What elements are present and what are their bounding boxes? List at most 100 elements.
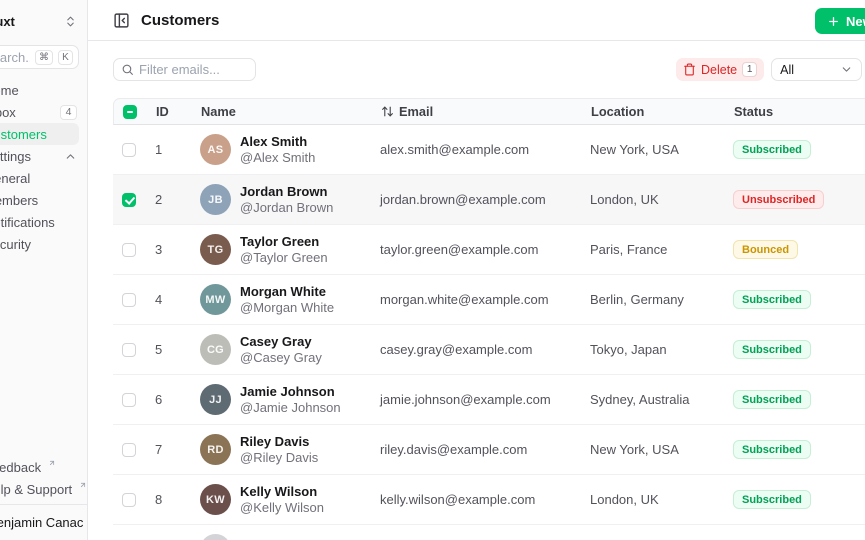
table-header-row: ID Name Email Location Status (113, 98, 865, 125)
customers-table: ID Name Email Location Status 1 AS Alex … (113, 98, 865, 540)
team-selector[interactable]: Nuxt (0, 10, 79, 32)
inbox-count-badge: 4 (60, 104, 77, 120)
sidebar-item-customers[interactable]: Customers (0, 123, 79, 145)
user-menu-button[interactable]: Benjamin Canac (0, 508, 100, 536)
customer-handle: @Jordan Brown (240, 200, 334, 215)
search-icon (121, 63, 134, 76)
row-checkbox[interactable] (122, 242, 136, 257)
column-header-email: Email (399, 104, 434, 119)
table-row[interactable]: 5 CG Casey Gray @Casey Gray casey.gray@e… (113, 325, 865, 375)
column-header-email-sort[interactable]: Email (373, 104, 433, 119)
external-link-icon (79, 481, 87, 489)
sidebar-item-general[interactable]: General (0, 167, 79, 189)
customer-location: London, UK (590, 192, 659, 207)
row-id: 2 (155, 192, 163, 207)
status-filter-value: All (780, 62, 795, 77)
customer-email: alex.smith@example.com (380, 142, 530, 157)
sidebar-item-settings[interactable]: Settings (0, 145, 79, 167)
user-name: Benjamin Canac (0, 514, 84, 530)
status-badge: Subscribed (733, 140, 811, 159)
customer-handle: @Riley Davis (240, 450, 319, 465)
customer-location: Berlin, Germany (590, 292, 684, 307)
row-id: 3 (155, 242, 163, 257)
customer-email: jordan.brown@example.com (380, 192, 546, 207)
sidebar-item-notifications[interactable]: Notifications (0, 211, 79, 233)
panel-left-close-icon[interactable] (113, 11, 131, 29)
customer-handle: @Casey Gray (240, 350, 322, 365)
row-checkbox[interactable] (122, 442, 136, 457)
avatar: CG (200, 334, 231, 365)
sidebar-footer: Feedback Help & Support Benjamin Canac (0, 456, 100, 536)
customer-name: Jamie Johnson (240, 384, 335, 399)
sidebar-item-help-support[interactable]: Help & Support (0, 478, 86, 500)
plus-icon (827, 15, 840, 28)
row-checkbox[interactable] (122, 192, 136, 207)
sidebar-item-label: Inbox (0, 104, 16, 120)
toolbar-actions: Delete 1 All Display (676, 41, 865, 98)
row-checkbox[interactable] (122, 292, 136, 307)
new-customer-button[interactable]: New customer (815, 8, 865, 34)
customer-location: Paris, France (590, 242, 668, 257)
row-checkbox[interactable] (122, 392, 136, 407)
row-checkbox[interactable] (122, 492, 136, 507)
divider (0, 504, 87, 505)
page-header: Customers New customer (88, 0, 865, 41)
column-header-name: Name (201, 104, 236, 119)
trash-icon (683, 63, 696, 76)
table-row[interactable] (113, 525, 865, 540)
customer-email: riley.davis@example.com (380, 442, 528, 457)
status-badge: Subscribed (733, 290, 811, 309)
customer-name: Taylor Green (240, 234, 320, 249)
team-label: Nuxt (0, 13, 15, 29)
table-row[interactable]: 3 TG Taylor Green @Taylor Green taylor.g… (113, 225, 865, 275)
customer-location: Tokyo, Japan (590, 342, 667, 357)
search-input[interactable]: Search... ⌘ K (0, 45, 79, 69)
customer-handle: @Kelly Wilson (240, 500, 324, 515)
status-filter-select[interactable]: All (771, 58, 863, 81)
customer-email: morgan.white@example.com (380, 292, 549, 307)
customer-handle: @Alex Smith (240, 150, 316, 165)
filter-placeholder: Filter emails... (139, 62, 220, 77)
customer-name: Casey Gray (240, 334, 312, 349)
avatar (200, 534, 231, 540)
column-header-status: Status (734, 104, 774, 119)
delete-button[interactable]: Delete 1 (676, 58, 765, 81)
customer-name: Jordan Brown (240, 184, 328, 199)
table-row[interactable]: 2 JB Jordan Brown @Jordan Brown jordan.b… (113, 175, 865, 225)
row-id: 6 (155, 392, 163, 407)
customer-location: London, UK (590, 492, 659, 507)
table-row[interactable]: 1 AS Alex Smith @Alex Smith alex.smith@e… (113, 125, 865, 175)
row-checkbox[interactable] (122, 342, 136, 357)
table-row[interactable]: 4 MW Morgan White @Morgan White morgan.w… (113, 275, 865, 325)
row-id: 1 (155, 142, 163, 157)
filter-emails-input[interactable]: Filter emails... (113, 58, 256, 81)
sidebar-item-label: Settings (0, 148, 31, 164)
table-row[interactable]: 8 KW Kelly Wilson @Kelly Wilson kelly.wi… (113, 475, 865, 525)
row-checkbox[interactable] (122, 142, 136, 157)
customer-handle: @Jamie Johnson (240, 400, 341, 415)
sidebar-item-members[interactable]: Members (0, 189, 79, 211)
sidebar-item-label: Help & Support (0, 481, 73, 497)
sidebar-item-feedback[interactable]: Feedback (0, 456, 79, 478)
sidebar-item-inbox[interactable]: Inbox 4 (0, 101, 79, 123)
sidebar-item-security[interactable]: Security (0, 233, 79, 255)
table-row[interactable]: 7 RD Riley Davis @Riley Davis riley.davi… (113, 425, 865, 475)
select-all-checkbox[interactable] (123, 104, 137, 119)
avatar: TG (200, 234, 231, 265)
kbd-meta: ⌘ (35, 49, 53, 65)
sidebar-item-home[interactable]: Home (0, 79, 79, 101)
customer-location: New York, USA (590, 442, 679, 457)
sidebar-item-label: Home (0, 82, 19, 98)
customer-email: casey.gray@example.com (380, 342, 533, 357)
avatar: JB (200, 184, 231, 215)
arrow-up-down-icon (381, 105, 394, 118)
customer-location: Sydney, Australia (590, 392, 690, 407)
customer-handle: @Taylor Green (240, 250, 328, 265)
sidebar-item-label: Customers (0, 126, 47, 142)
avatar: KW (200, 484, 231, 515)
sidebar-item-label: Members (0, 192, 39, 208)
status-badge: Subscribed (733, 440, 811, 459)
avatar: AS (200, 134, 231, 165)
kbd-k: K (58, 49, 73, 65)
table-row[interactable]: 6 JJ Jamie Johnson @Jamie Johnson jamie.… (113, 375, 865, 425)
